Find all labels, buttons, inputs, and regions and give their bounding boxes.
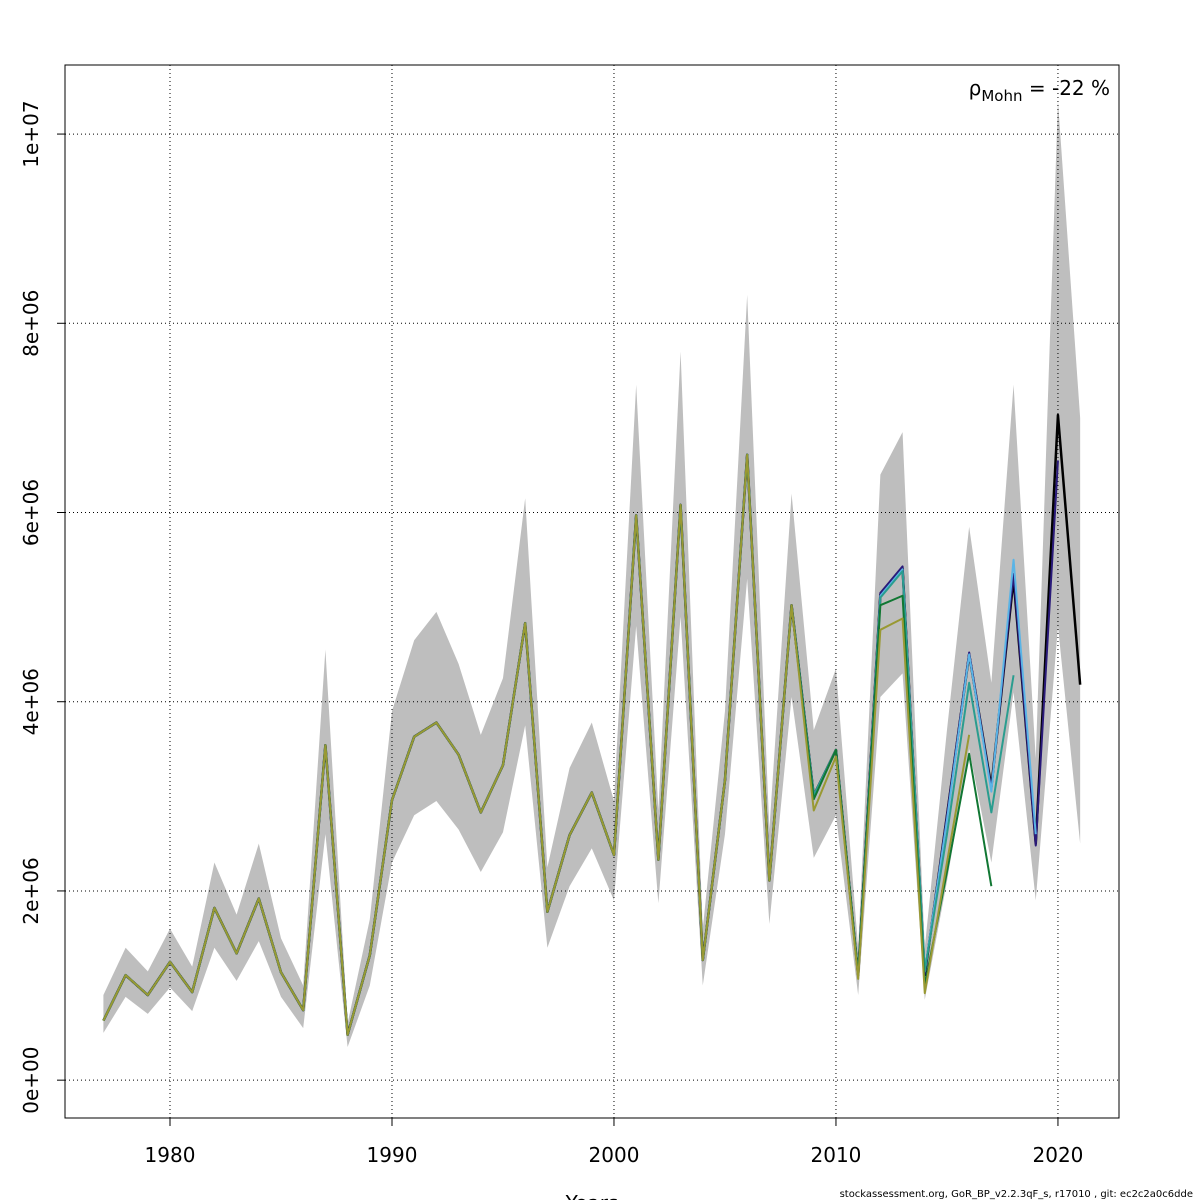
y-tick-label: 6e+06	[19, 479, 43, 546]
plot-frame	[64, 64, 1120, 1119]
x-tick-label: 1990	[367, 1143, 418, 1167]
y-tick-label: 0e+00	[19, 1047, 43, 1114]
annotation-subscript: Mohn	[981, 87, 1022, 105]
footer: stockassessment.org, GoR_BP_v2.2.3qF_s, …	[840, 1189, 1193, 1200]
x-tick-label: 2020	[1033, 1143, 1084, 1167]
annotation-text: = -22 %	[1023, 76, 1111, 100]
x-tick-label: 1980	[145, 1143, 196, 1167]
y-tick-label: 2e+06	[19, 857, 43, 924]
x-tick-label: 2010	[811, 1143, 862, 1167]
y-tick-label: 4e+06	[19, 668, 43, 735]
y-tick-label: 1e+07	[19, 100, 43, 167]
x-tick-label: 2000	[589, 1143, 640, 1167]
y-tick-label: 8e+06	[19, 290, 43, 357]
x-axis-label: Years	[565, 1191, 619, 1200]
plot-area	[65, 65, 1119, 1118]
series-line	[102, 453, 971, 1036]
mohn-annotation: ρMohn = -22 %	[969, 76, 1110, 105]
annotation-symbol: ρ	[969, 76, 982, 100]
confidence-band	[103, 100, 1081, 1048]
